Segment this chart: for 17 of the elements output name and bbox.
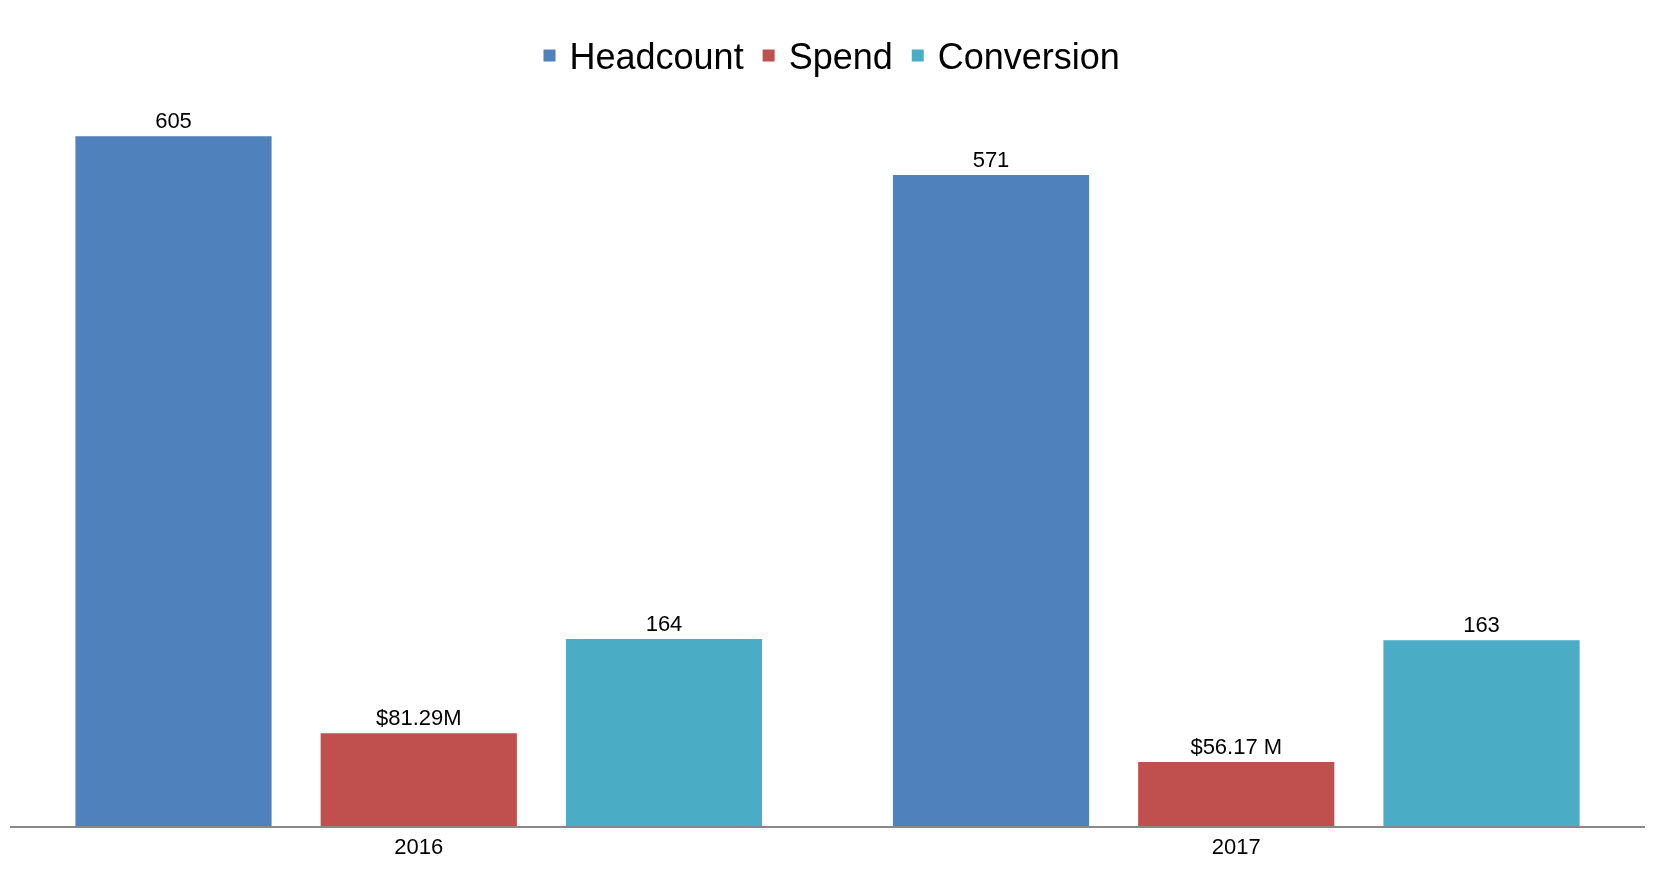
data-label: 163	[1463, 612, 1500, 638]
data-label: $81.29M	[375, 705, 462, 731]
bar	[1138, 761, 1335, 826]
legend-label: Conversion	[937, 36, 1120, 78]
data-label: 164	[645, 611, 683, 637]
data-label: 571	[972, 147, 1010, 173]
bar	[565, 639, 763, 826]
data-label: 605	[155, 108, 192, 134]
x-tick-label: 2016	[394, 834, 444, 860]
legend-label: Headcount	[569, 36, 744, 78]
bar	[320, 733, 517, 826]
bar	[75, 136, 272, 826]
bar	[1383, 640, 1580, 826]
data-label: $56.17 M	[1190, 733, 1283, 759]
x-tick-label: 2017	[1211, 834, 1261, 860]
legend-label: Spend	[788, 36, 893, 78]
bar	[892, 175, 1090, 826]
